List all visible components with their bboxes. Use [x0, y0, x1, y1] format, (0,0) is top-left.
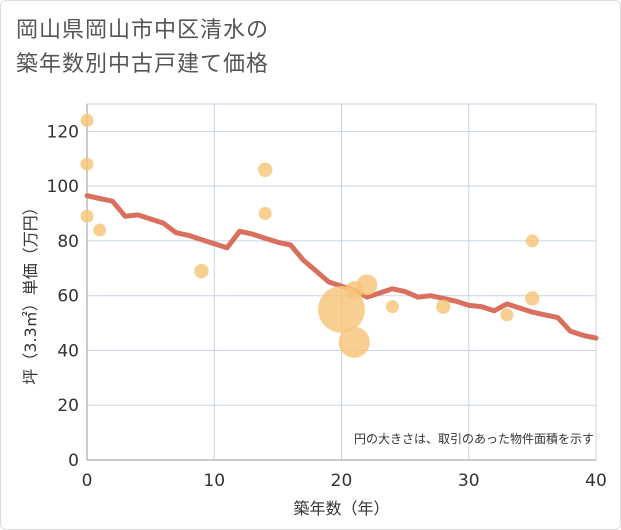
data-bubble — [338, 326, 370, 358]
y-tick-label: 20 — [57, 396, 79, 416]
data-bubble — [194, 263, 209, 279]
data-bubble — [525, 291, 540, 306]
data-bubble — [257, 162, 273, 177]
x-tick-label: 30 — [458, 471, 480, 491]
y-tick-label: 40 — [57, 341, 79, 361]
grid — [86, 103, 597, 461]
bubble-layer — [80, 113, 540, 358]
x-axis-label: 築年数（年） — [293, 499, 389, 518]
tick-labels: 0 10 20 30 40 0 20 40 60 80 100 120 — [47, 122, 607, 491]
data-bubble — [436, 299, 451, 314]
data-bubble — [93, 223, 107, 237]
data-bubble — [356, 274, 378, 296]
y-tick-label: 100 — [47, 177, 79, 197]
x-tick-label: 20 — [331, 471, 353, 491]
size-note: 円の大きさは、取引のあった物件面積を示す — [354, 431, 594, 446]
title-line-2: 築年数別中古戸建て価格 — [16, 52, 270, 77]
title-line-1: 岡山県岡山市中区清水の — [16, 18, 270, 43]
data-bubble — [80, 209, 94, 223]
data-bubble — [258, 207, 272, 221]
y-axis-label: 坪（3.3㎡）単価（万円） — [21, 199, 40, 384]
y-tick-label: 120 — [47, 122, 79, 142]
x-tick-label: 0 — [82, 471, 93, 491]
x-tick-label: 10 — [203, 471, 225, 491]
data-bubble — [525, 234, 539, 248]
data-bubble — [500, 308, 514, 322]
data-bubble — [80, 113, 94, 127]
x-tick-label: 40 — [585, 471, 607, 491]
data-bubble — [80, 157, 94, 171]
y-tick-label: 0 — [68, 451, 79, 471]
y-tick-label: 80 — [57, 232, 79, 252]
y-tick-label: 60 — [57, 287, 79, 307]
chart-title: 岡山県岡山市中区清水の 築年数別中古戸建て価格 — [16, 14, 269, 82]
data-bubble — [385, 300, 399, 314]
